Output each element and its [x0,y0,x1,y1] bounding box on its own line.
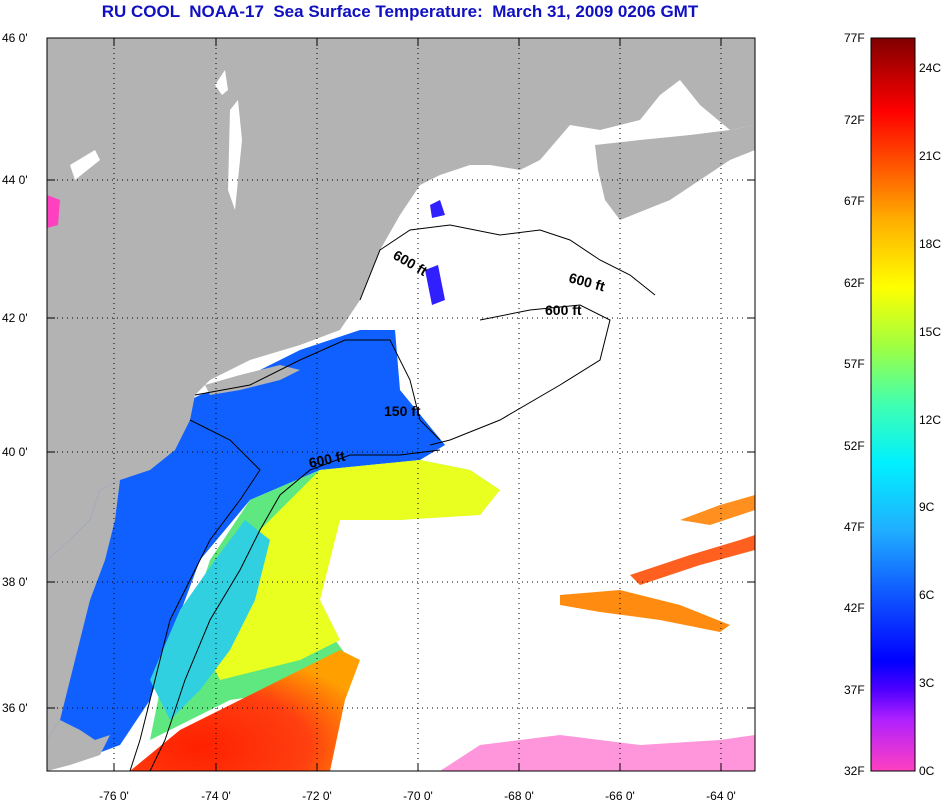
colorbar-f-label: 77F [844,31,865,45]
lon-label: -66 0' [605,789,635,803]
lon-label: -70 0' [403,789,433,803]
contour-600ft-shelf [149,449,441,771]
colorbar-c-label: 21C [919,149,941,163]
colorbar-f-label: 47F [844,520,865,534]
contour-label: 150 ft [384,403,421,419]
lake [70,150,100,180]
colorbar-f-label: 62F [844,276,865,290]
map-frame [46,37,756,772]
mid-water [200,460,500,680]
lat-label: 42 0' [2,311,28,325]
lat-label: 40 0' [2,445,28,459]
colorbar-c-label: 12C [919,413,941,427]
colorbar-c-label: 15C [919,325,941,339]
warm-filament-1 [560,590,730,632]
lon-label: -68 0' [504,789,534,803]
lake [215,70,228,95]
land-long-island [205,365,300,395]
lon-label: -74 0' [201,789,231,803]
colorbar-c-label: 0C [919,764,935,778]
land-nc [47,720,110,771]
colorbar-c-label: 24C [919,61,941,75]
land-delmarva [47,480,120,740]
lat-label: 36 0' [2,701,28,715]
colorbar-c-label: 9C [919,500,935,514]
lon-label: -76 0' [99,789,129,803]
contour-label: 600 ft [545,302,582,318]
colorbar-f-label: 57F [844,357,865,371]
contour-inner-shelf [129,419,261,771]
tick-marks [47,37,755,771]
colorbar-f-label: 32F [844,764,865,778]
lat-label: 44 0' [2,173,28,187]
land-nova-scotia [595,125,755,220]
colorbar-f-label: 67F [844,194,865,208]
colorbar: 77F 72F 67F 62F 57F 52F 47F 42F 37F 32F … [844,31,941,778]
colorbar-f-label: 42F [844,601,865,615]
graticule [47,38,755,771]
colorbar-f-label: 72F [844,113,865,127]
contour-600ft-north [359,224,656,446]
warm-filament-2 [630,535,755,585]
colorbar-gradient [870,37,916,772]
gulf-stream [130,650,360,771]
lat-label: 46 0' [2,31,28,45]
lake [47,195,60,228]
colorbar-f-label: 52F [844,439,865,453]
colorbar-c-label: 3C [919,676,935,690]
lon-label: -72 0' [302,789,332,803]
lon-label: -64 0' [706,789,736,803]
colorbar-c-label: 18C [919,237,941,251]
colorbar-f-label: 37F [844,683,865,697]
cold-patch [425,265,445,305]
colorbar-c-label: 6C [919,588,935,602]
land-mainland [47,38,755,560]
map-title: RU COOL NOAA-17 Sea Surface Temperature:… [101,2,699,21]
warm-filament-3 [680,495,755,525]
lake [228,100,242,210]
lat-label: 38 0' [2,575,28,589]
cold-patch [430,200,445,218]
